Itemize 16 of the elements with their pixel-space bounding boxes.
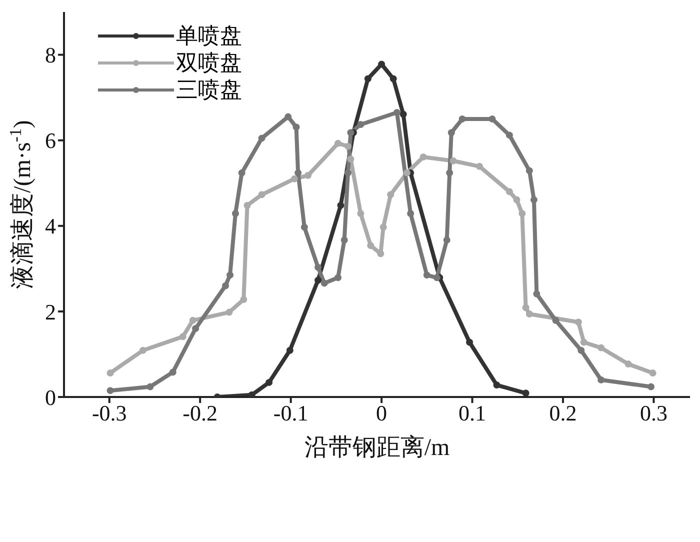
legend-label: 单喷盘 (176, 22, 242, 50)
y-tick-label: 0 (45, 384, 56, 410)
y-tick-label: 2 (45, 299, 56, 324)
x-tick-label: -0.2 (182, 400, 218, 426)
legend-label: 双喷盘 (176, 48, 242, 76)
x-tick-label: 0.1 (458, 400, 486, 426)
y-tick-label: 8 (45, 42, 56, 68)
x-tick-label: 0 (376, 400, 388, 426)
legend-label: 三喷盘 (176, 76, 242, 104)
y-tick-label: 4 (45, 214, 56, 239)
x-axis-title: 沿带钢距离/m (304, 434, 450, 461)
x-tick-label: 0.2 (549, 400, 577, 426)
y-tick-label: 6 (45, 128, 56, 154)
x-tick-label: -0.1 (273, 400, 308, 426)
x-tick-label: -0.3 (92, 400, 127, 426)
x-tick-label: 0.3 (640, 400, 668, 426)
